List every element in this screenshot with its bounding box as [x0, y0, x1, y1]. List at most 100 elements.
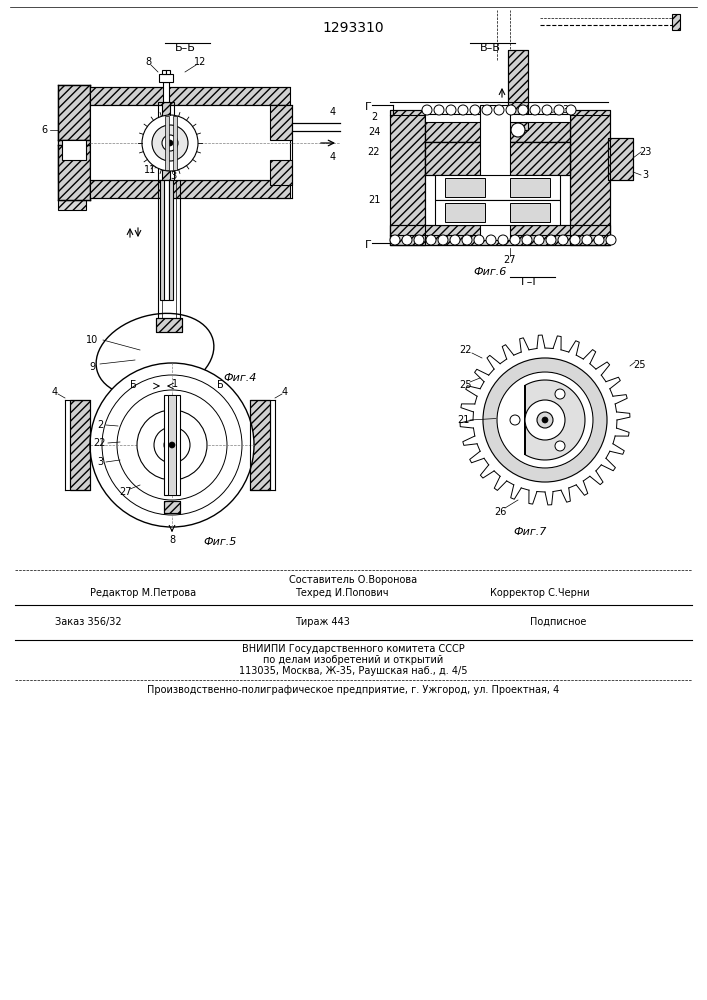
Circle shape: [566, 105, 576, 115]
Polygon shape: [483, 358, 607, 482]
Bar: [62, 140, 86, 160]
Bar: [58, 85, 90, 140]
Circle shape: [414, 235, 424, 245]
Circle shape: [142, 115, 198, 171]
Polygon shape: [497, 372, 593, 468]
Bar: [159, 74, 173, 82]
Circle shape: [554, 105, 564, 115]
Circle shape: [117, 390, 227, 500]
Bar: [70, 400, 90, 490]
Text: Фиг.6: Фиг.6: [473, 267, 507, 277]
Bar: [163, 180, 169, 300]
Bar: [163, 82, 169, 102]
Text: по делам изобретений и открытий: по делам изобретений и открытий: [263, 655, 443, 665]
Circle shape: [582, 235, 592, 245]
Circle shape: [542, 105, 552, 115]
Circle shape: [482, 105, 492, 115]
Circle shape: [470, 105, 480, 115]
Circle shape: [446, 105, 456, 115]
Circle shape: [522, 235, 532, 245]
Text: 23: 23: [639, 147, 651, 157]
Text: Б: Б: [129, 380, 136, 390]
Circle shape: [169, 442, 175, 448]
Circle shape: [510, 235, 520, 245]
Circle shape: [498, 235, 508, 245]
Bar: [435, 175, 560, 200]
Text: 26: 26: [493, 507, 506, 517]
Text: Б–Б: Б–Б: [175, 43, 195, 53]
Circle shape: [152, 125, 188, 161]
Text: В–В: В–В: [479, 43, 501, 53]
Circle shape: [402, 235, 412, 245]
Circle shape: [462, 235, 472, 245]
Text: 24: 24: [368, 127, 380, 137]
Circle shape: [534, 235, 544, 245]
Bar: [425, 142, 570, 175]
Bar: [425, 142, 570, 175]
Text: 113035, Москва, Ж-35, Раушская наб., д. 4/5: 113035, Москва, Ж-35, Раушская наб., д. …: [239, 666, 467, 676]
Text: 6: 6: [41, 125, 47, 135]
Text: ВНИИПИ Государственного комитета СССР: ВНИИПИ Государственного комитета СССР: [242, 644, 464, 654]
Bar: [608, 138, 633, 180]
Text: Г–Г: Г–Г: [520, 277, 539, 287]
Bar: [508, 50, 528, 130]
Text: Г: Г: [365, 102, 371, 112]
Bar: [672, 14, 680, 30]
Bar: [58, 120, 86, 180]
Text: Тираж 443: Тираж 443: [295, 617, 350, 627]
Circle shape: [537, 412, 553, 428]
Circle shape: [594, 235, 604, 245]
Bar: [158, 102, 174, 180]
Bar: [169, 180, 173, 300]
Bar: [425, 115, 570, 142]
Bar: [60, 85, 90, 200]
Bar: [60, 125, 90, 145]
Circle shape: [102, 375, 242, 515]
Text: 21: 21: [457, 415, 469, 425]
Bar: [58, 90, 86, 210]
Text: Заказ 356/32: Заказ 356/32: [55, 617, 122, 627]
Text: 2: 2: [97, 420, 103, 430]
Circle shape: [558, 235, 568, 245]
Text: 3: 3: [97, 457, 103, 467]
Bar: [162, 70, 166, 74]
Text: Фиг.4: Фиг.4: [223, 373, 257, 383]
Circle shape: [506, 105, 516, 115]
Bar: [608, 138, 633, 180]
Bar: [425, 142, 570, 240]
Bar: [156, 318, 182, 332]
Bar: [570, 110, 610, 245]
Circle shape: [518, 105, 528, 115]
Circle shape: [458, 105, 468, 115]
Bar: [508, 50, 528, 130]
Circle shape: [510, 415, 520, 425]
Circle shape: [426, 235, 436, 245]
Bar: [250, 400, 270, 490]
Text: 25: 25: [459, 380, 472, 390]
Circle shape: [494, 105, 504, 115]
Text: Редактор М.Петрова: Редактор М.Петрова: [90, 588, 196, 598]
Circle shape: [438, 235, 448, 245]
Bar: [390, 225, 610, 245]
Text: 4: 4: [52, 387, 58, 397]
Bar: [390, 110, 425, 245]
Circle shape: [570, 235, 580, 245]
Bar: [160, 180, 164, 300]
Circle shape: [542, 417, 548, 423]
Text: Г: Г: [365, 240, 371, 250]
Bar: [270, 105, 292, 140]
Circle shape: [474, 235, 484, 245]
Text: 1293310: 1293310: [322, 21, 384, 35]
Text: 4: 4: [330, 107, 336, 117]
Bar: [90, 105, 290, 180]
Text: 4: 4: [330, 152, 336, 162]
Text: 27: 27: [504, 255, 516, 265]
Bar: [570, 110, 610, 245]
Circle shape: [422, 105, 432, 115]
Bar: [445, 178, 485, 197]
Bar: [510, 203, 550, 222]
Text: 8: 8: [169, 535, 175, 545]
Bar: [156, 318, 182, 332]
Bar: [510, 178, 550, 197]
Bar: [445, 203, 485, 222]
